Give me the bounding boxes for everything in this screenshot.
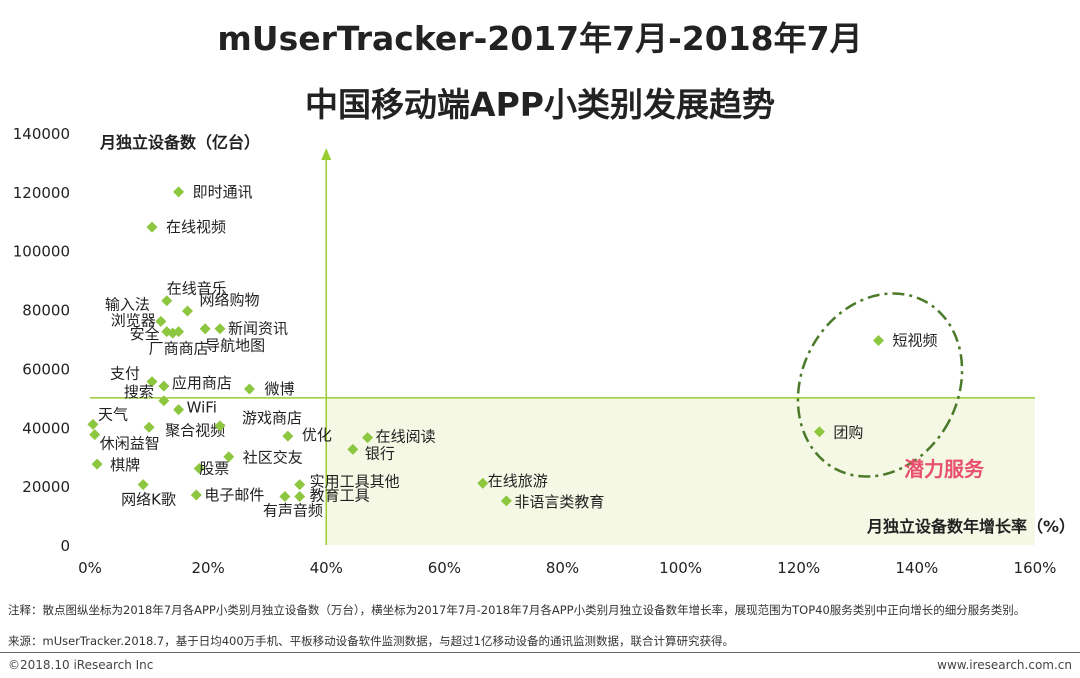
scatter-point (89, 429, 101, 441)
point-label: 游戏商店 (242, 409, 302, 427)
point-label: 优化 (302, 426, 332, 444)
scatter-point (223, 451, 235, 463)
vertical-divider-arrow (321, 148, 332, 160)
point-label: 股票 (199, 459, 229, 477)
scatter-point (87, 418, 99, 430)
chart-note: 注释：散点图纵坐标为2018年7月各APP小类别月独立设备数（万台），横坐标为2… (8, 603, 1026, 617)
point-label: 团购 (833, 424, 863, 442)
scatter-point (282, 430, 294, 442)
point-label: 天气 (98, 405, 128, 423)
point-label: 短视频 (892, 331, 937, 349)
point-label: 实用工具其他 (310, 473, 400, 491)
x-tick-label: 140% (895, 559, 938, 577)
footer-divider (0, 652, 1080, 653)
point-label: 聚合视频 (165, 421, 225, 439)
y-tick-label: 100000 (13, 243, 70, 261)
point-label: 浏览器 (111, 312, 156, 330)
x-tick-label: 0% (78, 559, 102, 577)
scatter-point (193, 462, 205, 474)
x-axis-label: 月独立设备数年增长率（%） (866, 517, 1075, 536)
y-tick-label: 40000 (22, 419, 70, 437)
scatter-point (214, 420, 226, 432)
chart-title-line2: 中国移动端APP小类别发展趋势 (305, 85, 775, 124)
scatter-point (243, 383, 255, 395)
chart-title-line1: mUserTracker-2017年7月-2018年7月 (217, 19, 863, 58)
point-label: 导航地图 (205, 337, 265, 355)
x-tick-label: 20% (191, 559, 224, 577)
point-label: 非语言类教育 (514, 493, 604, 511)
scatter-point (190, 489, 202, 501)
scatter-point (872, 334, 884, 346)
scatter-point (91, 458, 103, 470)
scatter-point (813, 426, 825, 438)
scatter-point (173, 326, 185, 338)
point-label: 有声音频 (263, 501, 323, 519)
website: www.iresearch.com.cn (937, 658, 1072, 672)
point-label: 棋牌 (110, 456, 140, 474)
x-tick-label: 60% (428, 559, 461, 577)
y-tick-label: 0 (60, 537, 70, 555)
point-label: 在线视频 (166, 218, 226, 236)
x-tick-label: 100% (659, 559, 702, 577)
point-label: 网络购物 (199, 291, 259, 309)
point-label: 支付 (110, 365, 140, 383)
y-tick-label: 20000 (22, 478, 70, 496)
point-label: 输入法 (105, 295, 150, 313)
scatter-point (199, 323, 211, 335)
point-label: 网络K歌 (121, 491, 176, 509)
point-label: 应用商店 (172, 374, 232, 392)
y-tick-label: 80000 (22, 302, 70, 320)
point-label: 厂商商店 (149, 340, 209, 358)
point-label: 微博 (264, 380, 294, 398)
y-tick-label: 140000 (13, 125, 70, 143)
y-tick-label: 60000 (22, 360, 70, 378)
scatter-point (158, 380, 170, 392)
y-axis-label: 月独立设备数（亿台） (99, 133, 260, 152)
point-label: 电子邮件 (204, 486, 264, 504)
point-label: 在线旅游 (488, 472, 548, 490)
point-label: 在线音乐 (167, 280, 227, 298)
point-label: 即时通讯 (193, 183, 253, 201)
scatter-point (146, 376, 158, 388)
scatter-point (279, 490, 291, 502)
point-label: 休闲益智 (100, 435, 160, 453)
point-label: 新闻资讯 (228, 320, 288, 338)
scatter-point (294, 490, 306, 502)
scatter-point (146, 221, 158, 233)
scatter-point (214, 323, 226, 335)
y-tick-label: 120000 (13, 184, 70, 202)
scatter-point (143, 421, 155, 433)
scatter-point (161, 295, 173, 307)
x-tick-label: 120% (777, 559, 820, 577)
x-tick-label: 160% (1014, 559, 1057, 577)
scatter-point (347, 443, 359, 455)
scatter-point (500, 495, 512, 507)
point-label: 在线阅读 (376, 428, 436, 446)
potential-services-ellipse (796, 292, 964, 478)
highlight-quadrant (326, 397, 1035, 545)
scatter-point (155, 315, 167, 327)
point-label: 搜索 (124, 383, 154, 401)
point-label: 银行 (365, 444, 395, 462)
scatter-point (294, 479, 306, 491)
scatter-point (477, 477, 489, 489)
scatter-point (137, 479, 149, 491)
x-tick-label: 40% (310, 559, 343, 577)
scatter-point (173, 404, 185, 416)
scatter-point (158, 395, 170, 407)
potential-services-label: 潜力服务 (904, 457, 985, 481)
scatter-point (362, 432, 374, 444)
x-tick-label: 80% (546, 559, 579, 577)
copyright: ©2018.10 iResearch Inc (8, 658, 154, 672)
scatter-point (173, 186, 185, 198)
scatter-point (181, 305, 193, 317)
point-label: 安全 (130, 325, 160, 343)
point-label: WiFi (187, 399, 217, 417)
scatter-chart: 020000400006000080000100000120000140000 … (13, 125, 1075, 577)
point-label: 教育工具 (310, 486, 370, 504)
point-label: 社区交友 (243, 449, 303, 467)
chart-source: 来源：mUserTracker.2018.7，基于日均400万手机、平板移动设备… (8, 634, 734, 648)
